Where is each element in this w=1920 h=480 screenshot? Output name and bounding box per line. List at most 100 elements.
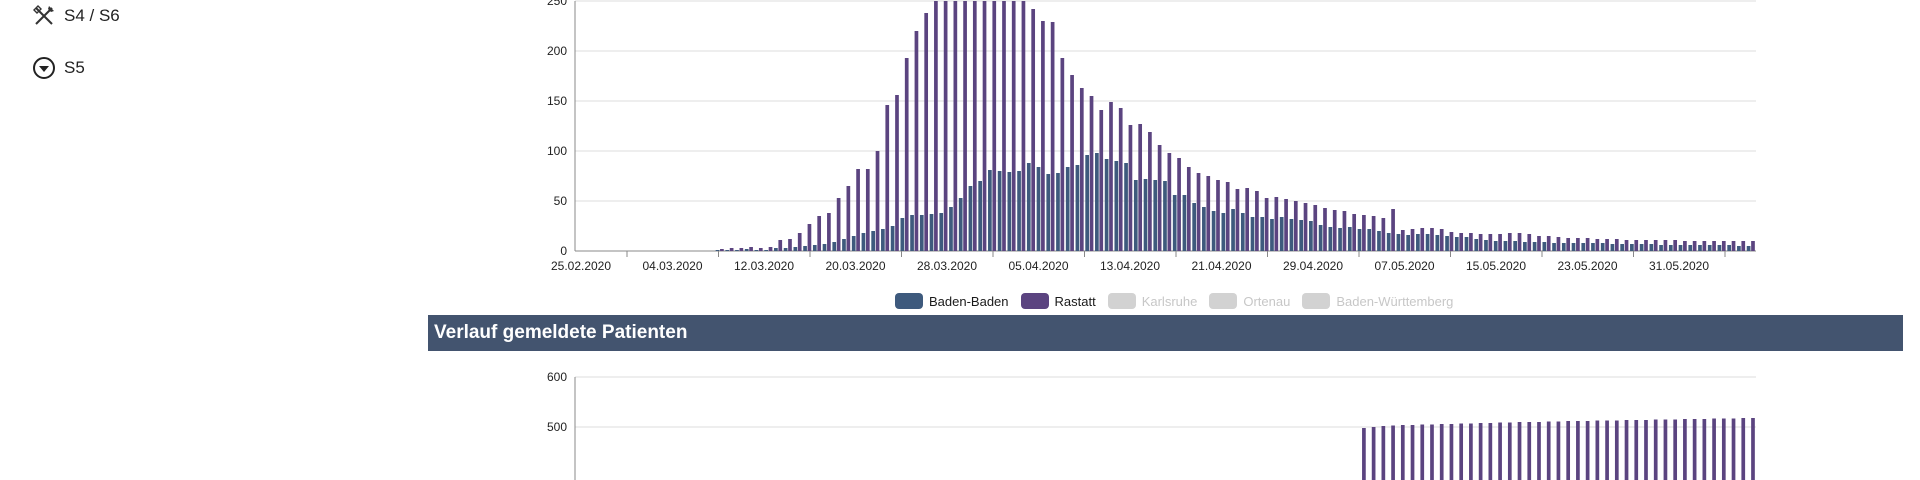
bar-baden-baden (774, 248, 778, 251)
bar-baden-baden (1523, 242, 1527, 251)
bar-baden-baden (1260, 217, 1265, 251)
bar-rastatt (827, 213, 831, 251)
tools-icon (32, 4, 56, 28)
bar-rastatt (1537, 422, 1541, 480)
y-tick-label: 0 (560, 244, 567, 258)
bar-baden-baden (1532, 242, 1537, 251)
bar-rastatt (1128, 125, 1133, 251)
bar-rastatt (1186, 167, 1191, 251)
bar-rastatt (1507, 233, 1512, 251)
bar-rastatt (1653, 240, 1658, 251)
bar-baden-baden (1668, 245, 1673, 251)
bar-rastatt (1741, 418, 1746, 480)
bar-rastatt (1109, 102, 1113, 251)
bar-rastatt (1527, 234, 1532, 251)
bar-baden-baden (1717, 245, 1722, 251)
bar-baden-baden (1279, 217, 1284, 251)
bar-baden-baden (1299, 220, 1303, 251)
legend-item[interactable]: Ortenau (1209, 293, 1290, 309)
bar-baden-baden (1600, 243, 1605, 251)
bar-baden-baden (1454, 237, 1459, 251)
bar-baden-baden (978, 181, 982, 251)
x-tick-label: 04.03.2020 (642, 259, 702, 273)
bar-baden-baden (1328, 227, 1333, 251)
bar-baden-baden (735, 250, 739, 251)
bar-rastatt (1605, 239, 1609, 251)
bar-baden-baden (1046, 174, 1051, 251)
legend-item[interactable]: Karlsruhe (1107, 293, 1197, 309)
bar-rastatt (1313, 205, 1318, 251)
bar-baden-baden (1610, 244, 1615, 251)
bar-rastatt (1264, 198, 1269, 251)
circle-chevron-down-icon (32, 56, 56, 80)
sidebar-item-s5[interactable]: S5 (32, 56, 85, 80)
x-tick-label: 15.05.2020 (1466, 259, 1526, 273)
bar-rastatt (1683, 419, 1687, 480)
bar-rastatt (778, 240, 783, 251)
bar-baden-baden (890, 226, 895, 251)
bar-rastatt (1391, 209, 1395, 251)
bar-rastatt (1167, 153, 1172, 251)
bar-baden-baden (1513, 241, 1517, 251)
bar-baden-baden (1396, 234, 1401, 251)
bar-rastatt (1566, 238, 1571, 251)
bar-rastatt (1206, 176, 1211, 251)
bar-rastatt (846, 186, 851, 251)
bar-rastatt (1050, 22, 1055, 251)
legend-label: Baden-Württemberg (1336, 293, 1454, 309)
bar-baden-baden (1007, 172, 1012, 251)
sidebar-item-s4-s6[interactable]: S4 / S6 (32, 4, 120, 28)
bar-rastatt (1624, 240, 1629, 251)
bar-baden-baden (1153, 180, 1158, 251)
legend-label: Rastatt (1054, 293, 1096, 309)
bar-baden-baden (1056, 173, 1060, 251)
bar-rastatt (943, 1, 948, 251)
bar-baden-baden (1416, 234, 1420, 251)
legend-item[interactable]: Baden-Baden (895, 293, 1009, 309)
bar-rastatt (875, 151, 880, 251)
bar-baden-baden (764, 250, 768, 251)
bar-rastatt (1400, 425, 1405, 480)
bar-baden-baden (1338, 228, 1342, 251)
bar-rastatt (797, 233, 802, 251)
bar-baden-baden (1065, 167, 1070, 251)
bar-baden-baden (1737, 246, 1741, 251)
bar-baden-baden (812, 245, 817, 251)
bar-baden-baden (1017, 171, 1021, 251)
bar-baden-baden (1678, 245, 1683, 251)
x-tick-label: 23.05.2020 (1557, 259, 1617, 273)
bar-baden-baden (949, 207, 953, 251)
bar-rastatt (1498, 234, 1502, 251)
bar-rastatt (1352, 214, 1357, 251)
bar-rastatt (1751, 418, 1755, 480)
bar-rastatt (1332, 210, 1337, 251)
bar-rastatt (1177, 158, 1181, 251)
legend-item[interactable]: Rastatt (1020, 293, 1096, 309)
bar-baden-baden (1591, 243, 1595, 251)
bar-baden-baden (1075, 165, 1080, 251)
bar-baden-baden (1639, 244, 1644, 251)
x-tick-label: 05.04.2020 (1008, 259, 1068, 273)
bar-rastatt (1644, 420, 1648, 480)
bar-rastatt (1517, 233, 1522, 251)
bar-baden-baden (958, 198, 963, 251)
legend-item[interactable]: Baden-Württemberg (1302, 293, 1453, 309)
bar-rastatt (1488, 423, 1493, 480)
bar-baden-baden (1503, 241, 1508, 251)
bar-rastatt (856, 169, 860, 251)
section-header: Verlauf gemeldete Patienten (428, 315, 1903, 351)
bar-rastatt (749, 247, 753, 251)
bar-baden-baden (1357, 229, 1362, 251)
bar-rastatt (1002, 1, 1006, 251)
patients-chart: 500 600 (547, 370, 1756, 480)
bar-rastatt (1041, 21, 1045, 251)
bar-rastatt (1323, 208, 1327, 251)
bar-rastatt (1070, 75, 1074, 251)
bar-baden-baden (988, 170, 992, 251)
bar-baden-baden (1493, 241, 1498, 251)
bar-rastatt (788, 239, 792, 251)
bar-rastatt (1663, 240, 1668, 251)
bar-baden-baden (1464, 237, 1469, 251)
bar-baden-baden (1659, 245, 1663, 251)
bar-rastatt (934, 1, 938, 251)
